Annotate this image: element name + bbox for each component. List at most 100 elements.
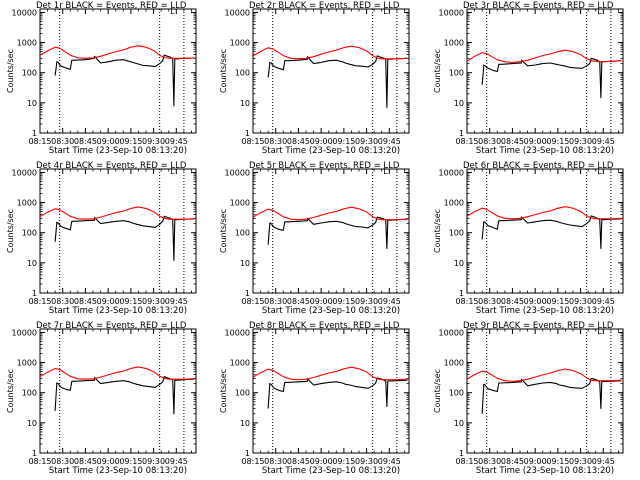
y-tick-label: 1 (32, 289, 37, 298)
y-tick-label: 1000 (230, 199, 250, 208)
y-tick-label: 100 (235, 69, 250, 78)
series-line-events (267, 55, 408, 109)
x-tick-label: 09:15 (546, 297, 569, 306)
x-tick-label: 08:45 (74, 457, 97, 466)
x-tick-label: 09:15 (332, 137, 355, 146)
y-tick-label: 1000 (444, 39, 464, 48)
y-tick-label: 10 (27, 259, 37, 268)
y-tick-label: 1000 (230, 359, 250, 368)
y-tick-label: 1000 (230, 39, 250, 48)
series-line-lld (252, 366, 408, 381)
y-tick-label: 1 (459, 449, 464, 458)
series-line-events (54, 376, 195, 415)
plot-frame (252, 8, 410, 134)
x-tick-label: 09:15 (546, 137, 569, 146)
x-tick-label: 09:15 (119, 137, 142, 146)
chart-title: Det 7r BLACK = Events, RED = LLD (36, 321, 187, 331)
y-tick-label: 10 (27, 419, 37, 428)
x-tick-label: 08:15 (241, 137, 264, 146)
y-tick-label: 10000 (439, 328, 464, 337)
y-tick-label: 1000 (17, 359, 37, 368)
y-tick-label: 10 (240, 99, 250, 108)
y-tick-label: 10000 (12, 8, 37, 17)
chart-title: Det 2r BLACK = Events, RED = LLD (249, 1, 400, 11)
x-tick-label: 09:00 (310, 297, 333, 306)
x-tick-label: 09:30 (569, 457, 592, 466)
y-tick-label: 10 (454, 419, 464, 428)
y-tick-label: 10000 (225, 328, 250, 337)
x-tick-label: 09:30 (142, 457, 165, 466)
x-tick-label: 08:15 (28, 457, 51, 466)
x-tick-label: 08:45 (501, 297, 524, 306)
series-line-lld (466, 368, 622, 382)
x-tick-label: 09:00 (524, 297, 547, 306)
series-line-events (481, 57, 622, 99)
y-tick-label: 1000 (444, 199, 464, 208)
y-tick-label: 1 (245, 289, 250, 298)
y-tick-label: 10 (454, 259, 464, 268)
y-axis-label: Counts/sec (6, 49, 15, 93)
corner-marker: L (170, 7, 175, 16)
x-tick-label: 09:30 (569, 137, 592, 146)
x-tick-label: 08:30 (264, 297, 287, 306)
x-tick-label: 09:45 (378, 137, 401, 146)
y-tick-label: 100 (449, 69, 464, 78)
chart-title: Det 5r BLACK = Events, RED = LLD (249, 161, 400, 171)
series-line-lld (466, 49, 622, 63)
x-axis-label: Start Time (23-Sep-10 08:13:20) (49, 466, 187, 476)
y-tick-label: 10 (240, 419, 250, 428)
plot-frame (252, 328, 410, 454)
series-line-lld (39, 45, 195, 59)
y-tick-label: 1000 (17, 39, 37, 48)
x-axis-label: Start Time (23-Sep-10 08:13:20) (262, 146, 400, 156)
x-axis-label: Start Time (23-Sep-10 08:13:20) (262, 306, 400, 316)
x-tick-label: 08:15 (241, 297, 264, 306)
corner-marker: L (597, 7, 602, 16)
x-tick-label: 09:45 (165, 457, 188, 466)
x-tick-label: 09:30 (355, 297, 378, 306)
y-tick-label: 100 (449, 389, 464, 398)
series-line-events (267, 216, 408, 250)
x-tick-label: 08:30 (51, 297, 74, 306)
plot-frame (39, 328, 197, 454)
chart-title: Det 4r BLACK = Events, RED = LLD (36, 161, 187, 171)
x-tick-label: 09:15 (119, 297, 142, 306)
y-tick-label: 10 (240, 259, 250, 268)
y-axis-label: Counts/sec (219, 209, 228, 253)
x-tick-label: 09:00 (97, 297, 120, 306)
corner-marker: L (383, 167, 388, 176)
x-tick-label: 09:00 (524, 137, 547, 146)
x-tick-label: 09:45 (592, 457, 615, 466)
corner-marker: L (597, 327, 602, 336)
y-tick-label: 100 (22, 69, 37, 78)
x-tick-label: 09:30 (142, 297, 165, 306)
y-tick-label: 1 (32, 129, 37, 138)
plot-frame (39, 8, 197, 134)
series-line-lld (39, 206, 195, 220)
y-tick-label: 10000 (439, 8, 464, 17)
y-tick-label: 10 (454, 99, 464, 108)
series-line-lld (252, 206, 408, 221)
y-tick-label: 10000 (225, 8, 250, 17)
x-axis-label: Start Time (23-Sep-10 08:13:20) (476, 466, 614, 476)
y-axis-label: Counts/sec (6, 209, 15, 253)
x-tick-label: 09:30 (569, 297, 592, 306)
chart-title: Det 8r BLACK = Events, RED = LLD (249, 321, 400, 331)
y-tick-label: 10000 (12, 168, 37, 177)
y-tick-label: 1000 (17, 199, 37, 208)
x-tick-label: 08:30 (478, 297, 501, 306)
x-tick-label: 08:30 (51, 457, 74, 466)
y-tick-label: 10000 (12, 328, 37, 337)
corner-marker: L (170, 327, 175, 336)
x-tick-label: 09:30 (355, 137, 378, 146)
series-line-events (54, 54, 195, 107)
chart-title: Det 3r BLACK = Events, RED = LLD (463, 1, 614, 11)
x-tick-label: 08:15 (455, 297, 478, 306)
x-tick-label: 09:15 (332, 457, 355, 466)
x-tick-label: 08:45 (74, 297, 97, 306)
x-tick-label: 09:45 (592, 297, 615, 306)
